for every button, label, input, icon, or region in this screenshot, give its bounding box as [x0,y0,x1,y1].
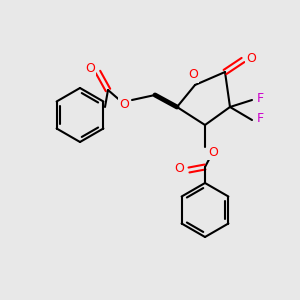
Text: O: O [119,98,129,112]
Text: F: F [256,112,264,124]
Text: O: O [246,52,256,64]
Text: O: O [85,61,95,74]
Text: O: O [188,68,198,82]
Text: O: O [208,146,218,158]
Text: F: F [256,92,264,104]
Text: O: O [174,161,184,175]
